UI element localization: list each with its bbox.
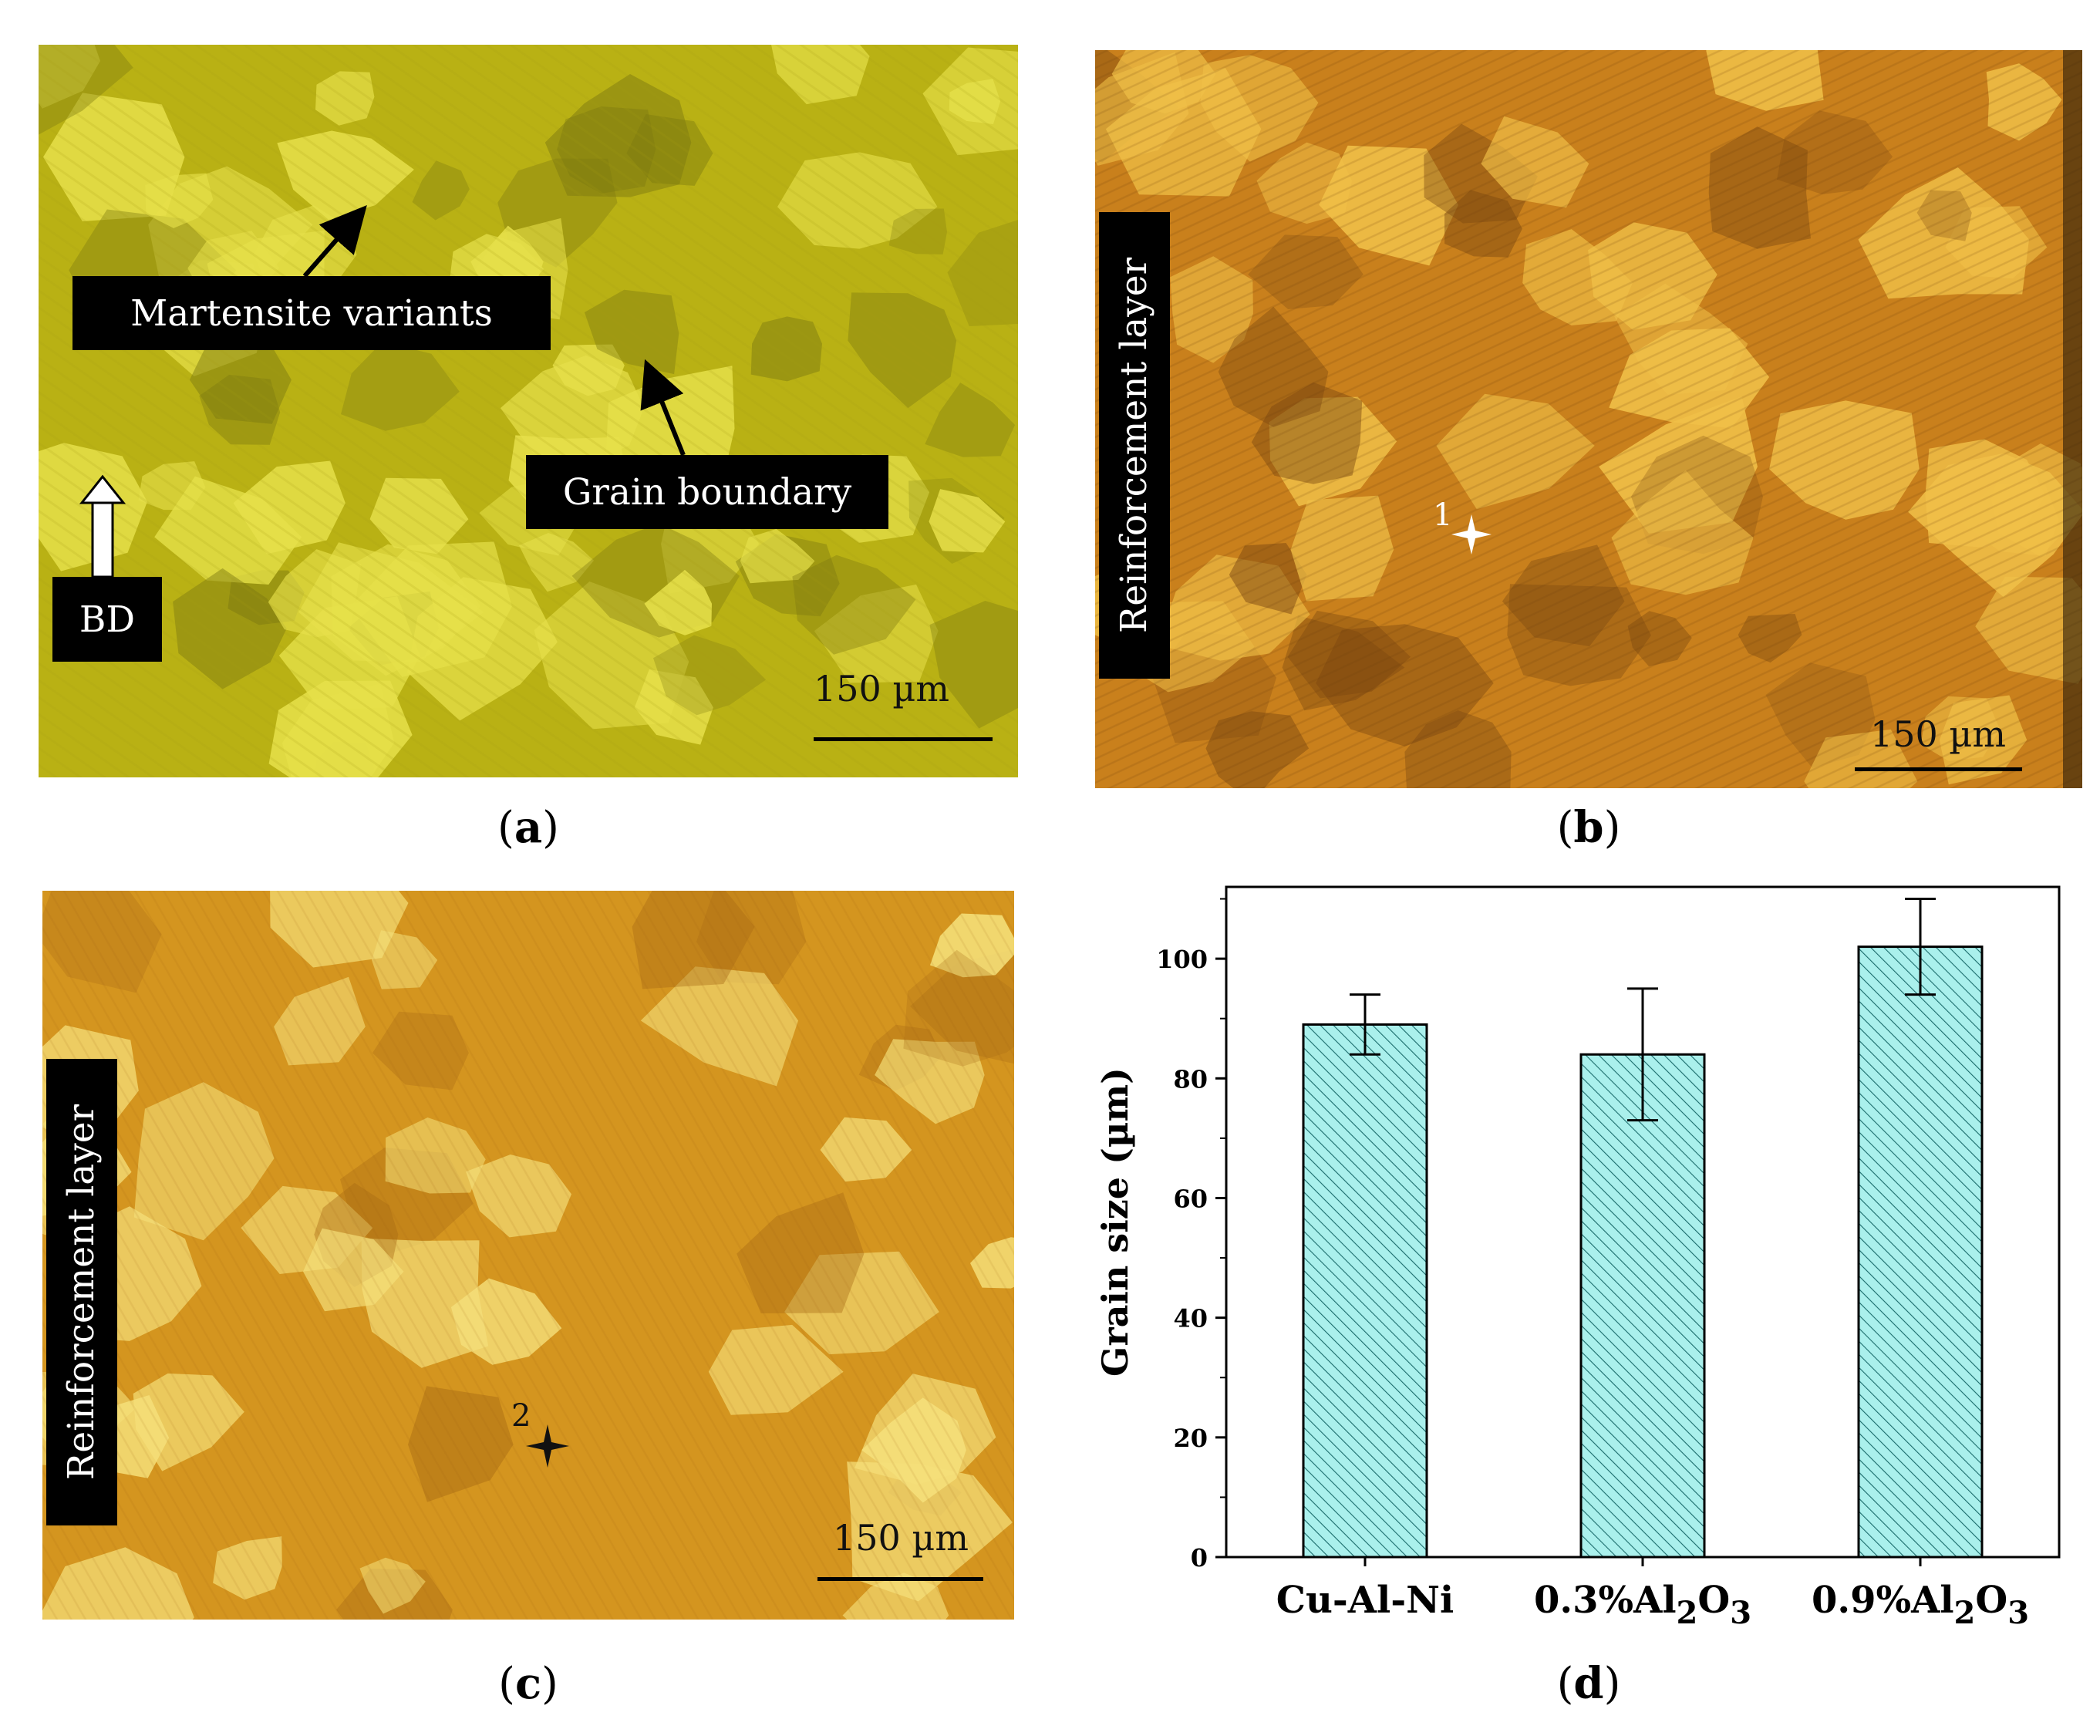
scale-bar-label-b: 150 µm: [1870, 713, 2006, 755]
y-tick-label: 100: [1156, 945, 1208, 974]
x-tick-label: 0.3%Al2O3: [1534, 1579, 1751, 1631]
marker-1-label: 1: [1433, 497, 1453, 533]
scale-bar-c: [817, 1577, 983, 1581]
martensite-variants-label: Martensite variants: [72, 276, 551, 350]
y-tick-label: 0: [1191, 1543, 1208, 1573]
x-tick-label: Cu-Al-Ni: [1276, 1579, 1454, 1622]
bar: [1302, 1023, 1428, 1559]
micrograph-c-image: [42, 891, 1014, 1620]
scale-bar-label-c: 150 µm: [833, 1517, 969, 1559]
build-direction-label: BD: [52, 577, 162, 662]
reinforcement-layer-label-b: Reinforcement layer: [1099, 212, 1170, 679]
bar: [1857, 946, 1984, 1559]
micrograph-a: Martensite variants Grain boundary BD 15…: [39, 45, 1018, 777]
y-tick-label: 80: [1173, 1064, 1208, 1094]
y-tick-label: 40: [1173, 1304, 1208, 1333]
marker-2-label: 2: [511, 1398, 531, 1434]
scale-bar-a: [814, 737, 993, 741]
grain-boundary-label: Grain boundary: [526, 455, 888, 529]
y-tick-label: 20: [1173, 1424, 1208, 1453]
y-tick-label: 60: [1173, 1184, 1208, 1213]
scale-bar-label-a: 150 µm: [814, 668, 949, 710]
marker-star-1: [1451, 514, 1492, 555]
reinforcement-layer-label-c: Reinforcement layer: [46, 1059, 117, 1525]
scale-bar-b: [1855, 767, 2022, 771]
micrograph-b-image: [1095, 50, 2082, 788]
caption-a: (a): [497, 802, 559, 853]
caption-b: (b): [1556, 802, 1621, 853]
caption-c: (c): [498, 1658, 558, 1709]
micrograph-c: 2 Reinforcement layer 150 µm: [42, 891, 1014, 1620]
y-axis-label: Grain size (µm): [1094, 1067, 1136, 1377]
x-tick-label: 0.9%Al2O3: [1812, 1579, 2029, 1631]
bar: [1579, 1053, 1706, 1559]
marker-star-2: [526, 1424, 569, 1468]
micrograph-b: 1 Reinforcement layer 150 µm: [1095, 50, 2082, 788]
caption-d: (d): [1556, 1658, 1621, 1709]
grain-size-bar-chart: 0 20 40 60 80 100 Grain size (µm) Cu-Al-Ni 0.3%A…: [1094, 885, 2061, 1631]
